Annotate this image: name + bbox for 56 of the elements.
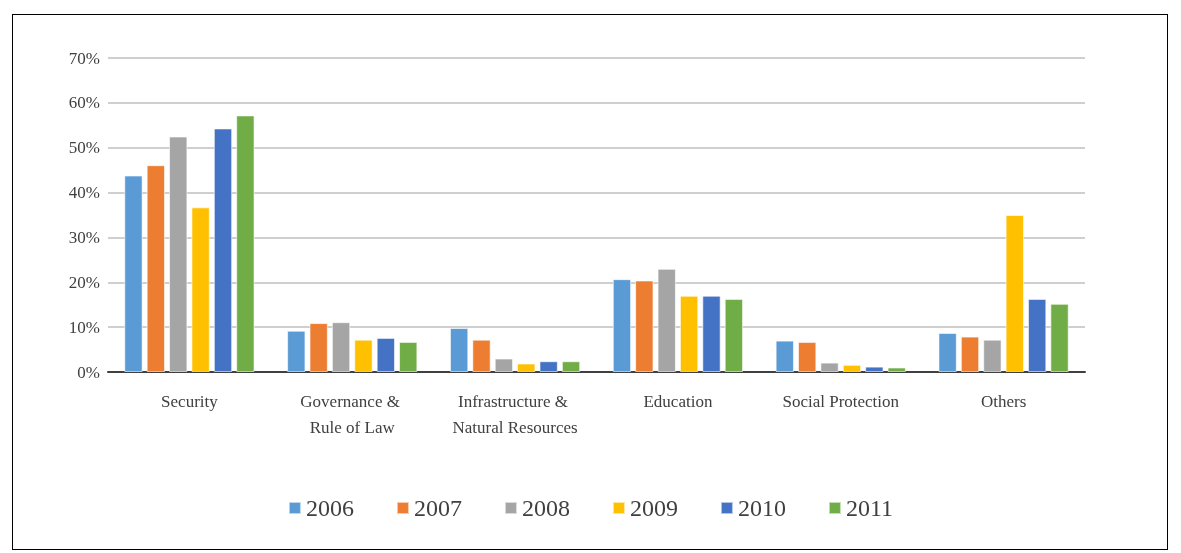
bar bbox=[938, 332, 957, 372]
bar bbox=[376, 337, 395, 372]
bar bbox=[679, 295, 699, 372]
bar bbox=[612, 279, 632, 372]
x-tick-label: Infrastructure & Natural Resources bbox=[452, 391, 578, 437]
y-tick-label: 10% bbox=[68, 317, 100, 337]
bar bbox=[236, 115, 255, 372]
bar bbox=[449, 328, 469, 372]
legend-label: 2008 bbox=[521, 495, 570, 521]
bar bbox=[798, 341, 817, 372]
bar bbox=[820, 362, 839, 372]
y-tick-label: 20% bbox=[68, 272, 100, 292]
legend-label: 2007 bbox=[413, 495, 462, 521]
bar bbox=[354, 339, 373, 372]
bar bbox=[146, 165, 166, 372]
bar bbox=[213, 128, 233, 372]
y-tick-label: 40% bbox=[68, 183, 100, 203]
bar bbox=[702, 295, 721, 372]
bar bbox=[1027, 298, 1047, 372]
bar bbox=[287, 330, 306, 372]
bar bbox=[169, 136, 188, 372]
y-tick-label: 0% bbox=[77, 362, 100, 382]
bar bbox=[842, 364, 862, 372]
y-tick-label: 30% bbox=[68, 227, 100, 247]
bar bbox=[539, 361, 558, 372]
bar bbox=[960, 336, 980, 372]
bar bbox=[309, 323, 328, 372]
bar bbox=[1050, 303, 1069, 372]
y-tick-label: 70% bbox=[68, 48, 100, 68]
x-tick-label: Social Protection bbox=[782, 391, 900, 411]
bar bbox=[635, 280, 654, 372]
bar bbox=[399, 341, 418, 372]
bar bbox=[124, 175, 143, 372]
bar bbox=[657, 268, 676, 372]
x-tick-label: Others bbox=[980, 391, 1027, 411]
bar bbox=[775, 340, 794, 372]
bar bbox=[191, 207, 210, 372]
legend-label: 2011 bbox=[845, 495, 894, 521]
bar bbox=[724, 298, 744, 372]
bar bbox=[865, 366, 884, 372]
bar bbox=[494, 358, 514, 372]
bar bbox=[472, 339, 491, 372]
x-tick-label: Security bbox=[161, 391, 219, 411]
legend-label: 2010 bbox=[737, 495, 786, 521]
legend-label: 2009 bbox=[629, 495, 678, 521]
bar bbox=[561, 361, 581, 372]
y-tick-label: 50% bbox=[68, 138, 100, 158]
x-tick-label: Education bbox=[643, 391, 713, 411]
bar bbox=[517, 363, 536, 372]
y-tick-label: 60% bbox=[68, 93, 100, 113]
legend-label: 2006 bbox=[305, 495, 354, 521]
bar bbox=[887, 367, 906, 372]
bar bbox=[331, 322, 351, 372]
bar bbox=[983, 339, 1002, 372]
x-tick-label: Governance & Rule of Law bbox=[300, 391, 405, 437]
bar bbox=[1005, 215, 1024, 372]
